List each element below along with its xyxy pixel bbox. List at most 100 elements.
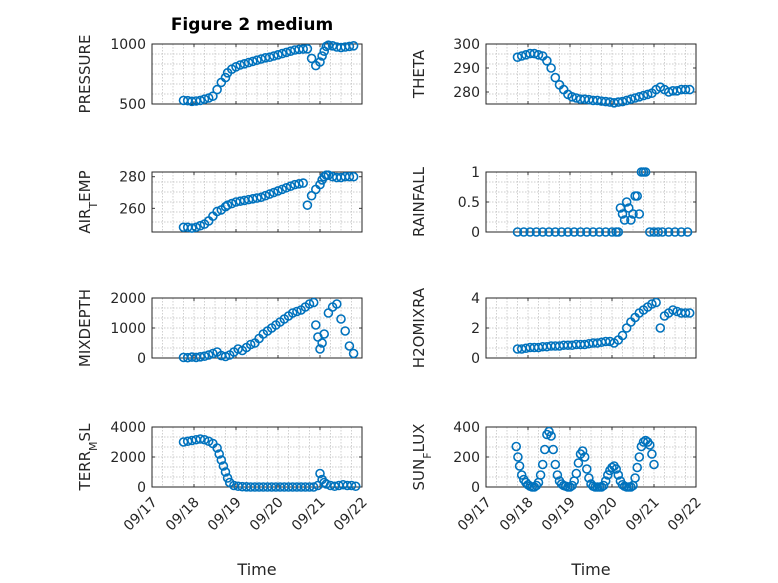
data-point	[546, 63, 556, 73]
data-point	[531, 227, 542, 237]
x-tick-label: 09/22	[665, 494, 705, 534]
data-point	[529, 48, 540, 59]
data-point	[579, 452, 590, 462]
data-point	[647, 299, 657, 309]
data-point	[222, 200, 233, 210]
data-point	[340, 326, 351, 336]
data-point	[617, 330, 628, 341]
data-point	[348, 171, 359, 182]
y-tick-label: 0	[137, 351, 146, 367]
data-point	[670, 227, 680, 237]
data-point	[252, 193, 262, 203]
data-point	[613, 470, 624, 480]
data-point	[344, 171, 355, 182]
x-tick-label: 09/18	[163, 494, 203, 534]
y-tick-label: 0	[471, 225, 480, 241]
data-point	[212, 443, 222, 453]
data-point	[298, 44, 309, 54]
panel-air_temp: 260 280 AIRTEMP	[76, 170, 363, 234]
data-point	[315, 57, 325, 67]
data-point	[626, 94, 636, 104]
data-point	[653, 227, 664, 237]
y-tick-label: 500	[119, 97, 146, 113]
data-point	[581, 464, 592, 474]
data-point	[208, 91, 218, 101]
data-point	[676, 227, 687, 237]
data-point	[544, 227, 554, 237]
data-point	[214, 449, 224, 459]
data-point	[575, 227, 586, 237]
y-tick-label: 2000	[110, 450, 146, 466]
data-point	[243, 57, 254, 68]
data-point	[195, 434, 206, 444]
data-point	[602, 470, 613, 480]
data-point	[634, 92, 645, 102]
x-tick-label: 09/18	[497, 494, 537, 534]
data-point	[308, 297, 319, 308]
data-point	[598, 480, 609, 491]
y-tick-label: 0	[137, 480, 146, 496]
data-point	[539, 444, 550, 455]
data-point	[581, 227, 592, 237]
data-point	[346, 480, 357, 491]
data-point	[621, 95, 632, 106]
panel-h2omixra: 0 2 4 H2OMIXRA	[410, 287, 697, 368]
data-point	[684, 84, 695, 95]
data-point	[344, 341, 355, 351]
data-point	[294, 179, 304, 189]
data-point	[268, 51, 279, 61]
data-point	[315, 179, 325, 190]
data-point	[212, 84, 222, 95]
data-point	[584, 473, 594, 483]
data-point	[199, 94, 210, 104]
data-point	[607, 462, 617, 473]
data-point	[331, 299, 342, 309]
data-point	[600, 227, 611, 237]
data-point	[512, 227, 523, 237]
data-point	[203, 350, 214, 360]
figure-title: Figure 2 medium	[171, 15, 333, 35]
data-point	[308, 482, 319, 492]
data-point	[567, 480, 577, 491]
x-tick-label: 09/21	[289, 494, 329, 534]
data-point	[680, 308, 691, 318]
data-point	[626, 482, 636, 492]
data-point	[638, 90, 649, 101]
y-tick-label: 2	[471, 321, 480, 337]
data-point	[550, 72, 561, 83]
y-tick-label: 1	[471, 165, 480, 181]
data-point	[302, 43, 313, 54]
y-axis-label: SUNFLUX	[410, 424, 434, 491]
data-point	[651, 297, 661, 308]
data-point	[663, 227, 674, 237]
data-point	[567, 92, 577, 102]
data-point	[640, 167, 651, 177]
x-axis-label: Time	[236, 560, 276, 579]
data-point	[630, 93, 640, 103]
data-point	[571, 468, 582, 479]
data-point	[216, 455, 227, 465]
data-point	[195, 95, 206, 106]
y-tick-label: 4	[471, 291, 480, 307]
data-point	[632, 191, 643, 201]
data-point	[525, 227, 535, 237]
data-point	[273, 186, 283, 196]
data-point	[550, 459, 561, 470]
data-point	[544, 426, 554, 437]
data-point	[647, 449, 657, 459]
data-point	[336, 314, 346, 324]
data-point	[277, 184, 288, 195]
data-point	[535, 470, 546, 480]
data-point	[682, 227, 693, 237]
data-point	[315, 344, 325, 354]
y-tick-label: 4000	[110, 420, 146, 436]
x-tick-label: 09/19	[539, 494, 579, 534]
data-point	[252, 55, 262, 66]
data-point	[319, 329, 330, 339]
x-tick-label: 09/17	[121, 494, 161, 534]
data-point	[518, 227, 529, 237]
data-point	[632, 462, 643, 473]
data-point	[281, 47, 292, 58]
data-point	[208, 348, 218, 359]
